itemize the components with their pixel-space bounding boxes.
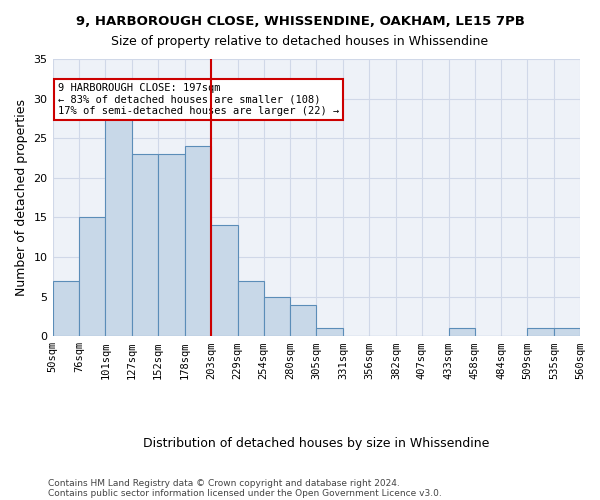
Bar <box>79 218 105 336</box>
Bar <box>449 328 475 336</box>
Bar <box>105 106 132 336</box>
Text: 9, HARBOROUGH CLOSE, WHISSENDINE, OAKHAM, LE15 7PB: 9, HARBOROUGH CLOSE, WHISSENDINE, OAKHAM… <box>76 15 524 28</box>
Text: Size of property relative to detached houses in Whissendine: Size of property relative to detached ho… <box>112 35 488 48</box>
Bar <box>185 146 211 336</box>
Text: Contains public sector information licensed under the Open Government Licence v3: Contains public sector information licen… <box>48 488 442 498</box>
Y-axis label: Number of detached properties: Number of detached properties <box>15 99 28 296</box>
Bar <box>211 226 238 336</box>
Bar <box>158 154 185 336</box>
Bar <box>238 281 263 336</box>
Bar <box>132 154 158 336</box>
Bar <box>316 328 343 336</box>
Bar <box>554 328 580 336</box>
Text: Contains HM Land Registry data © Crown copyright and database right 2024.: Contains HM Land Registry data © Crown c… <box>48 478 400 488</box>
Bar <box>527 328 554 336</box>
Bar <box>290 304 316 336</box>
Text: 9 HARBOROUGH CLOSE: 197sqm
← 83% of detached houses are smaller (108)
17% of sem: 9 HARBOROUGH CLOSE: 197sqm ← 83% of deta… <box>58 83 339 116</box>
X-axis label: Distribution of detached houses by size in Whissendine: Distribution of detached houses by size … <box>143 437 490 450</box>
Bar <box>53 281 79 336</box>
Bar <box>263 296 290 337</box>
